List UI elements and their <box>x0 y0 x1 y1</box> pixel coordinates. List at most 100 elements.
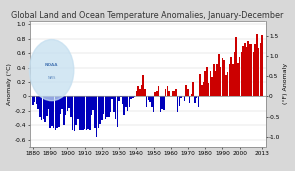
Bar <box>196 96 197 98</box>
Bar <box>44 96 46 122</box>
Bar <box>129 96 130 107</box>
Bar <box>235 37 237 96</box>
Bar <box>227 72 228 96</box>
Bar <box>211 77 213 96</box>
Bar <box>246 47 247 96</box>
Bar <box>142 75 144 96</box>
Bar <box>55 96 56 130</box>
Bar <box>87 96 89 129</box>
Text: NWS: NWS <box>47 76 56 80</box>
Bar <box>101 96 103 120</box>
Bar <box>117 96 118 127</box>
Bar <box>84 96 85 129</box>
Bar <box>256 34 258 96</box>
Bar <box>36 96 37 104</box>
Bar <box>155 92 156 96</box>
Bar <box>56 96 58 128</box>
Bar <box>67 96 68 111</box>
Bar <box>89 96 91 130</box>
Bar <box>120 96 122 97</box>
Bar <box>103 96 104 114</box>
Bar <box>153 96 154 112</box>
Bar <box>229 64 230 96</box>
Bar <box>249 44 251 96</box>
Bar <box>191 94 192 96</box>
Bar <box>173 91 175 96</box>
Bar <box>199 74 201 96</box>
Bar <box>201 85 203 96</box>
Bar <box>94 96 96 128</box>
Bar <box>63 96 65 125</box>
Bar <box>141 85 142 96</box>
Bar <box>132 96 134 98</box>
Bar <box>149 96 151 102</box>
Bar <box>134 96 135 97</box>
Bar <box>208 83 209 96</box>
Bar <box>158 86 160 96</box>
Bar <box>77 96 78 119</box>
Bar <box>248 42 249 96</box>
Bar <box>75 96 77 125</box>
Bar <box>251 44 253 96</box>
Bar <box>104 96 106 119</box>
Bar <box>163 96 165 110</box>
Bar <box>65 96 66 115</box>
Bar <box>178 96 180 106</box>
Bar <box>122 96 123 104</box>
Bar <box>225 75 227 96</box>
Bar <box>135 91 137 96</box>
Bar <box>237 63 239 96</box>
Bar <box>261 35 263 96</box>
Bar <box>232 64 234 96</box>
Bar <box>124 96 125 115</box>
Bar <box>37 96 39 109</box>
Bar <box>160 96 161 112</box>
Bar <box>239 57 240 96</box>
Bar <box>137 86 139 96</box>
Bar <box>198 96 199 107</box>
Bar <box>215 71 216 96</box>
Bar <box>46 96 47 116</box>
Bar <box>42 96 44 119</box>
Bar <box>148 96 149 100</box>
Bar <box>223 60 225 96</box>
Bar <box>172 91 173 96</box>
Bar <box>167 86 168 96</box>
Bar <box>127 96 128 111</box>
Bar <box>241 52 242 96</box>
Bar <box>113 96 115 112</box>
Bar <box>41 96 42 120</box>
Bar <box>189 96 191 103</box>
Bar <box>234 52 235 96</box>
Bar <box>194 96 196 103</box>
Y-axis label: Anomaly (°C): Anomaly (°C) <box>7 63 12 105</box>
Bar <box>130 96 132 99</box>
Title: Global Land and Ocean Temperature Anomalies, January-December: Global Land and Ocean Temperature Anomal… <box>11 11 284 20</box>
Bar <box>112 96 113 99</box>
Bar <box>79 96 80 130</box>
Bar <box>222 58 223 96</box>
Bar <box>210 71 211 96</box>
Bar <box>125 96 127 107</box>
Bar <box>175 89 177 96</box>
Bar <box>118 96 120 101</box>
Bar <box>146 96 148 107</box>
Bar <box>186 85 187 96</box>
Bar <box>98 96 99 128</box>
Bar <box>192 82 194 96</box>
Bar <box>53 96 54 128</box>
Bar <box>60 96 61 114</box>
Bar <box>213 64 214 96</box>
Bar <box>108 96 109 117</box>
Bar <box>48 96 49 109</box>
Bar <box>218 54 220 96</box>
Bar <box>51 96 53 126</box>
Bar <box>49 96 51 128</box>
Bar <box>72 96 73 130</box>
Bar <box>187 89 189 96</box>
Bar <box>230 57 232 96</box>
Bar <box>99 96 101 124</box>
Bar <box>115 96 117 119</box>
Bar <box>156 91 158 96</box>
Bar <box>254 44 256 96</box>
